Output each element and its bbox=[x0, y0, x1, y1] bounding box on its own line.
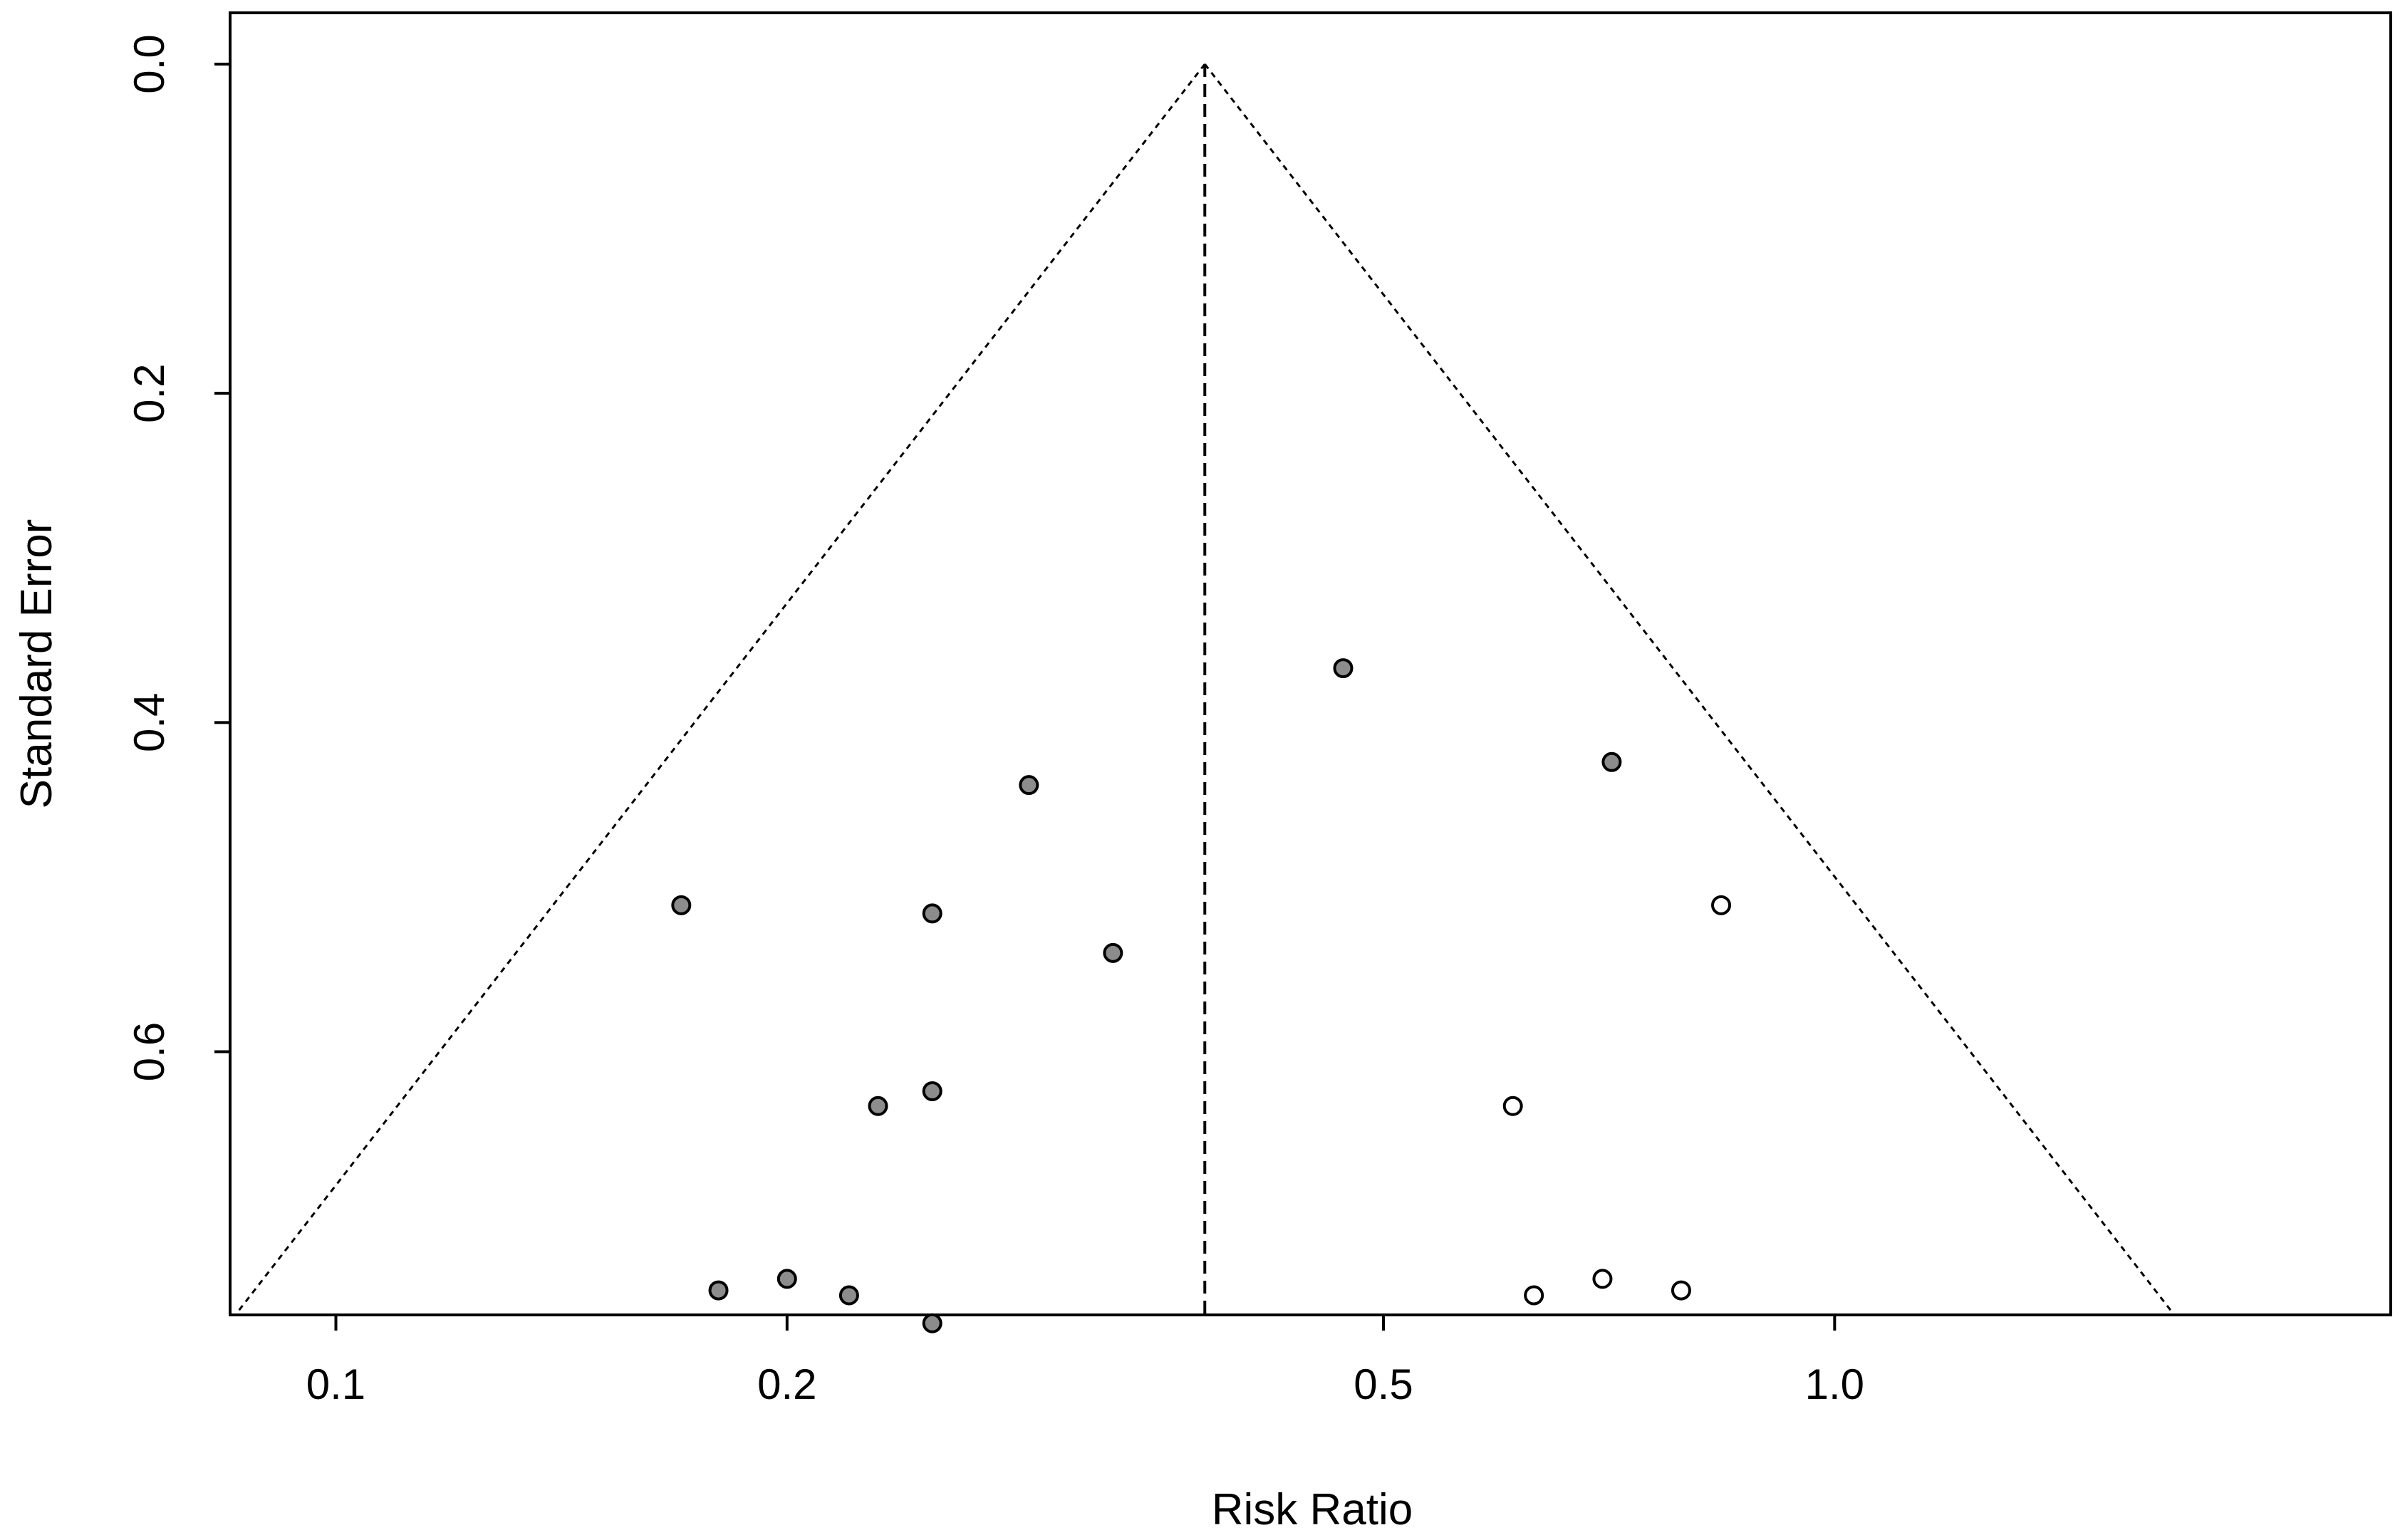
study-point-6 bbox=[1103, 942, 1123, 963]
x-tick-label-0.1: 0.1 bbox=[306, 1360, 365, 1408]
x-axis: 0.1 0.2 0.5 1.0 bbox=[306, 1315, 1864, 1408]
y-tick-label-0.4: 0.4 bbox=[125, 693, 173, 752]
study-point-5 bbox=[922, 903, 942, 924]
funnel-layer bbox=[234, 63, 2176, 1316]
funnel-left-boundary bbox=[234, 63, 1206, 1316]
x-tick-label-1.0: 1.0 bbox=[1805, 1360, 1864, 1408]
plot-frame bbox=[229, 11, 2392, 1316]
study-point-2 bbox=[1601, 751, 1622, 772]
imputed-point-5 bbox=[1671, 1280, 1691, 1301]
imputed-point-2 bbox=[1502, 1096, 1523, 1116]
study-point-3 bbox=[1019, 775, 1039, 796]
y-axis-label: Standard Error bbox=[12, 519, 61, 809]
study-point-8 bbox=[868, 1096, 888, 1116]
study-point-4 bbox=[671, 895, 692, 915]
y-tick-label-0.2: 0.2 bbox=[125, 363, 173, 422]
study-point-10 bbox=[776, 1269, 797, 1289]
x-axis-label: Risk Ratio bbox=[1212, 1485, 1413, 1534]
study-point-7 bbox=[922, 1081, 942, 1101]
imputed-point-1 bbox=[1711, 895, 1732, 915]
study-point-12 bbox=[922, 1313, 942, 1333]
study-point-9 bbox=[708, 1280, 729, 1301]
study-point-11 bbox=[838, 1285, 859, 1306]
y-tick-label-0.0: 0.0 bbox=[125, 34, 173, 93]
funnel-right-boundary bbox=[1204, 63, 2176, 1316]
y-axis: 0.0 0.2 0.4 0.6 bbox=[125, 34, 230, 1081]
imputed-point-4 bbox=[1592, 1269, 1613, 1289]
study-point-1 bbox=[1333, 658, 1354, 679]
imputed-point-3 bbox=[1524, 1285, 1544, 1306]
points-layer bbox=[671, 658, 1732, 1333]
x-tick-label-0.5: 0.5 bbox=[1354, 1360, 1413, 1408]
x-tick-label-0.2: 0.2 bbox=[757, 1360, 816, 1408]
y-tick-label-0.6: 0.6 bbox=[125, 1022, 173, 1081]
